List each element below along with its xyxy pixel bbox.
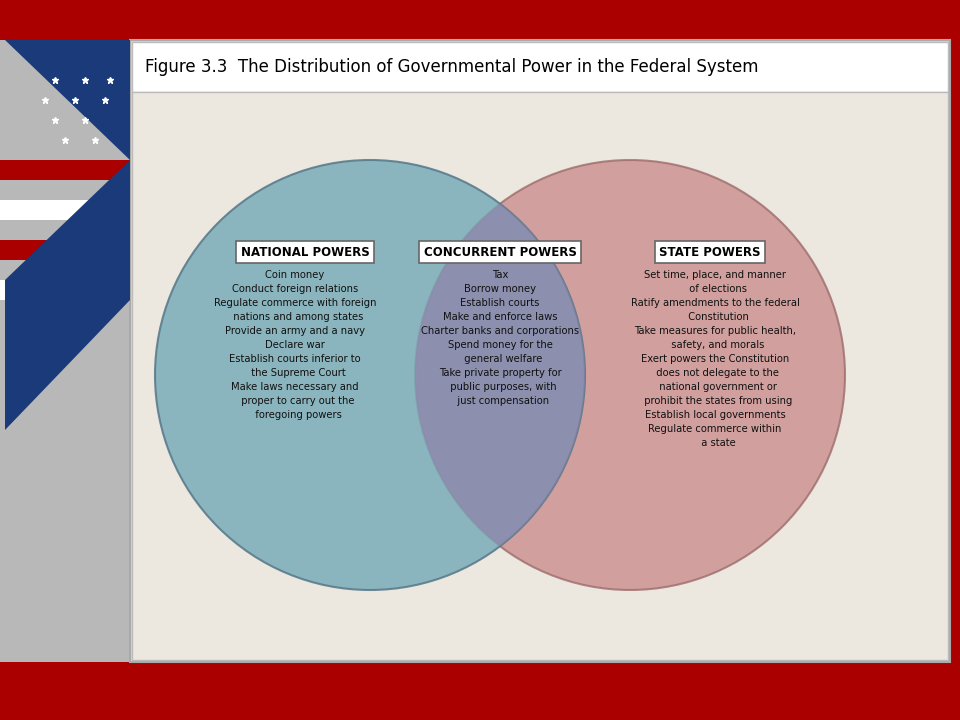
Circle shape (415, 160, 845, 590)
Circle shape (155, 160, 585, 590)
Bar (0, 240, 130, 260)
Bar (0, 160, 130, 180)
Text: CONCURRENT POWERS: CONCURRENT POWERS (423, 246, 576, 258)
Circle shape (155, 160, 585, 590)
Text: Coin money
Conduct foreign relations
Regulate commerce with foreign
  nations an: Coin money Conduct foreign relations Reg… (214, 270, 376, 420)
Bar (132, 92, 948, 660)
Text: NATIONAL POWERS: NATIONAL POWERS (241, 246, 370, 258)
Bar (0, 40, 130, 662)
Polygon shape (5, 160, 130, 430)
Text: Tax
Borrow money
Establish courts
Make and enforce laws
Charter banks and corpor: Tax Borrow money Establish courts Make a… (420, 270, 579, 406)
Bar (0, 662, 960, 720)
Bar (130, 40, 950, 662)
Bar (0, 0, 960, 40)
Text: Set time, place, and manner
  of elections
Ratify amendments to the federal
  Co: Set time, place, and manner of elections… (631, 270, 800, 448)
Polygon shape (5, 40, 130, 160)
Text: STATE POWERS: STATE POWERS (660, 246, 760, 258)
Text: Figure 3.3  The Distribution of Governmental Power in the Federal System: Figure 3.3 The Distribution of Governmen… (145, 58, 758, 76)
Bar (0, 280, 130, 300)
Bar (0, 200, 130, 220)
Bar (132, 42, 948, 92)
